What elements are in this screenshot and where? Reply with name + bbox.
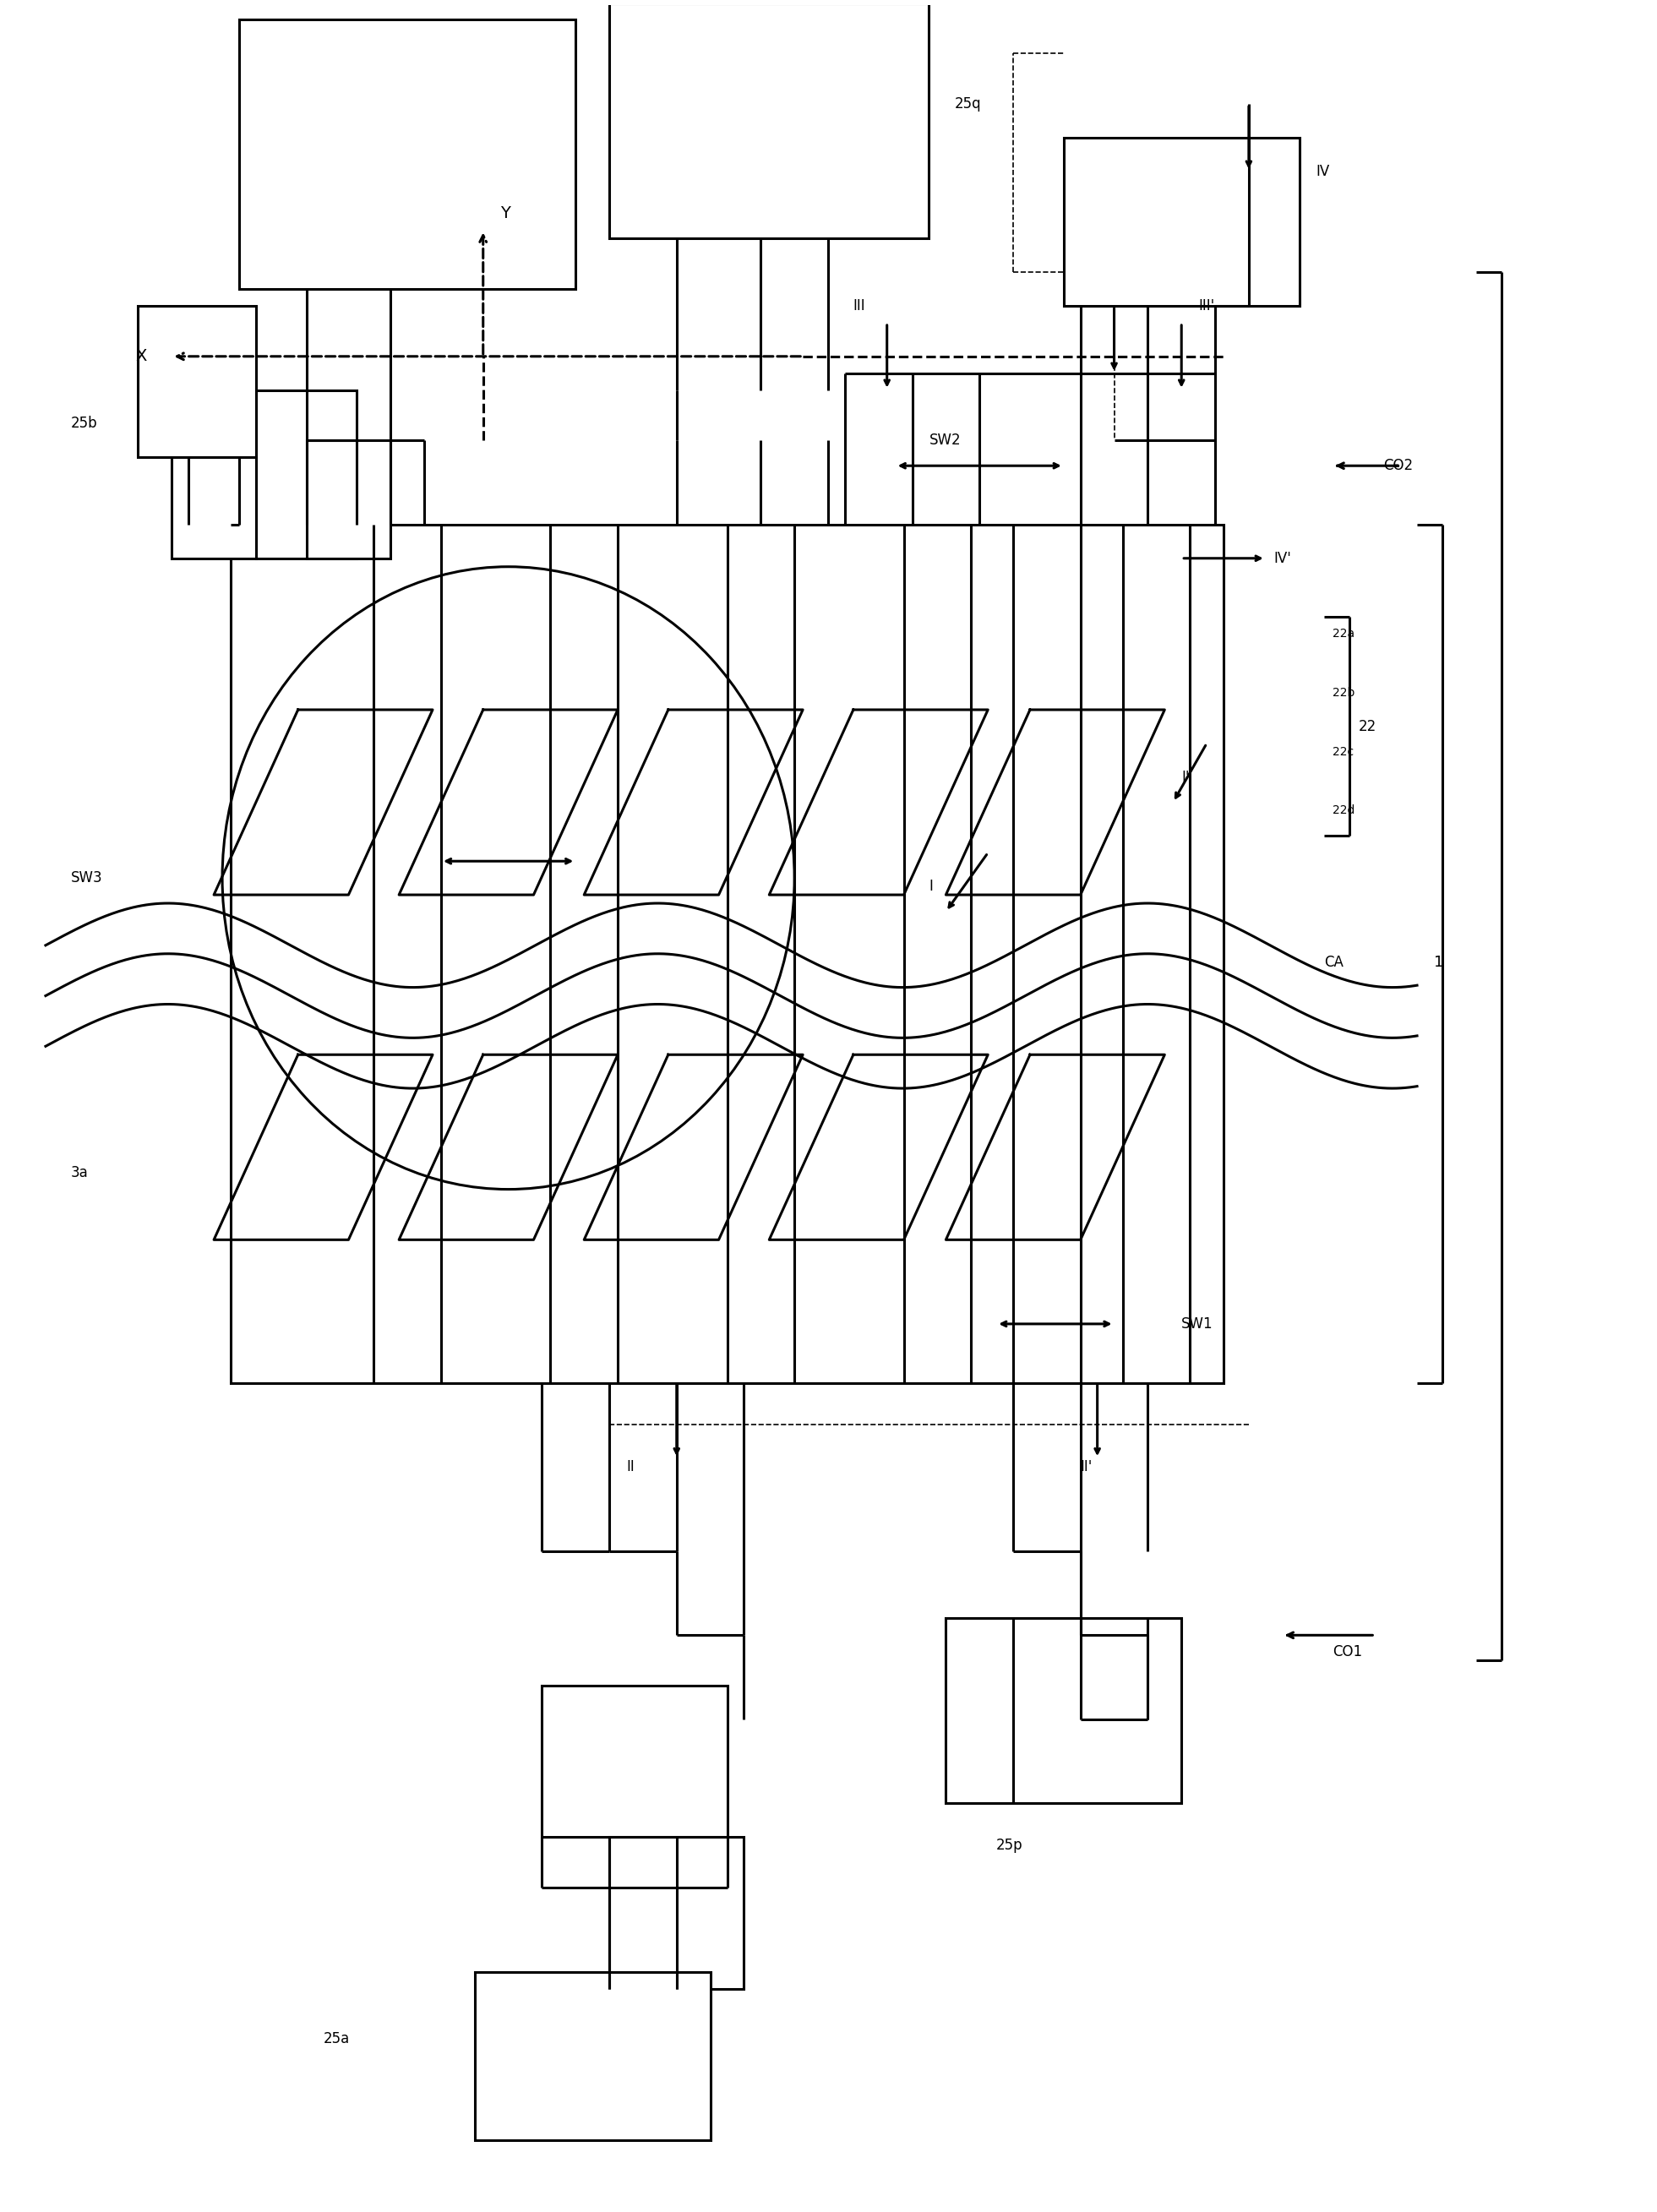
Text: SW1: SW1 (1181, 1316, 1213, 1332)
Text: II: II (626, 1460, 635, 1475)
Text: CO1: CO1 (1332, 1644, 1362, 1659)
Text: 25b: 25b (71, 416, 98, 431)
Bar (307, 440, 391, 557)
Text: 1: 1 (1433, 956, 1443, 969)
Text: 25p: 25p (996, 1838, 1022, 1854)
Text: X: X (136, 347, 146, 365)
Text: 22c: 22c (1332, 745, 1354, 759)
Text: 25a: 25a (323, 2031, 350, 2046)
Text: I': I' (1181, 770, 1190, 785)
Bar (610, 1838, 744, 1989)
Text: 22d: 22d (1332, 805, 1355, 816)
Bar (610, 2, 930, 239)
Text: III': III' (1198, 299, 1215, 314)
Bar (172, 458, 255, 557)
Text: CA: CA (1324, 956, 1344, 969)
Text: 22a: 22a (1332, 628, 1355, 639)
Text: CO2: CO2 (1384, 458, 1413, 473)
Text: SW3: SW3 (71, 869, 103, 885)
Text: 25q: 25q (954, 97, 981, 111)
Text: Y: Y (500, 206, 510, 221)
Bar (946, 1619, 1181, 1803)
Text: 3a: 3a (71, 1166, 88, 1179)
Text: SW2: SW2 (930, 434, 961, 449)
Bar (1064, 137, 1299, 305)
Text: IV': IV' (1274, 551, 1292, 566)
Bar (474, 1971, 711, 2139)
Bar (138, 305, 255, 458)
Bar (230, 524, 1223, 1382)
Bar (239, 20, 575, 290)
Text: III: III (853, 299, 865, 314)
Text: I: I (930, 878, 933, 894)
Text: 22b: 22b (1332, 688, 1355, 699)
Bar (255, 389, 356, 557)
Text: II': II' (1080, 1460, 1092, 1475)
Text: 22: 22 (1359, 719, 1375, 734)
Bar (542, 1686, 727, 1838)
Text: IV: IV (1316, 164, 1331, 179)
